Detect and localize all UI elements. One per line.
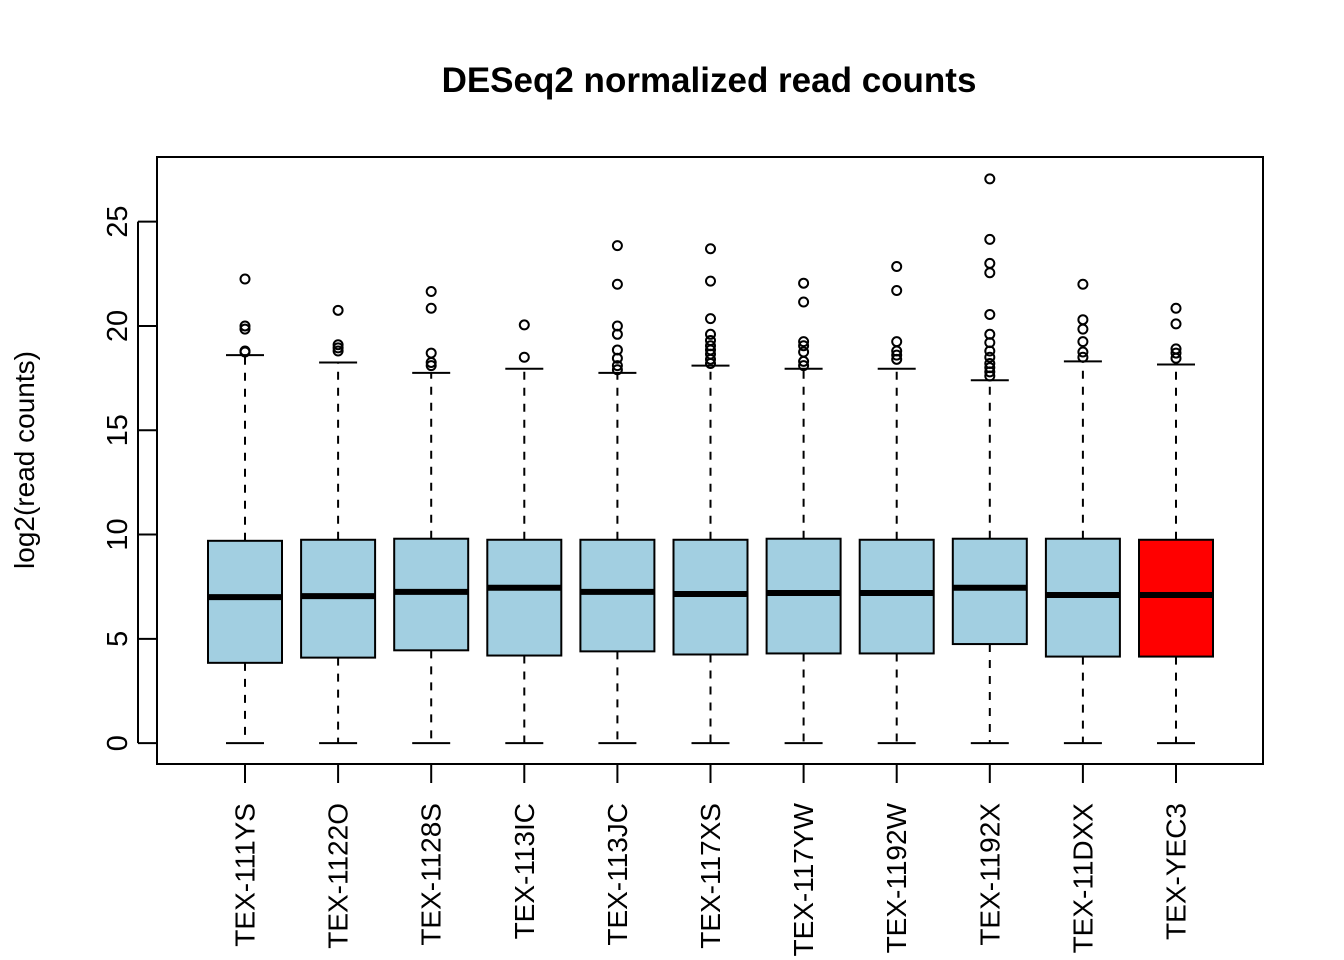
outlier-point	[705, 328, 716, 340]
outlier-point	[891, 336, 903, 348]
box-tex-113ic	[486, 319, 563, 745]
x-axis: TEX-111YS TEX-1122O TEX-1128S TEX-113IC TEX-…	[230, 763, 1192, 957]
outlier-point	[705, 335, 716, 347]
outlier-point	[984, 362, 996, 374]
outlier-point	[984, 267, 996, 279]
box-tex-1128s	[393, 286, 470, 745]
outlier-point	[611, 278, 623, 290]
outlier-point	[611, 320, 623, 332]
iqr-box	[672, 538, 749, 656]
outlier-point	[984, 308, 996, 320]
x-tick-label: TEX-11DXX	[1067, 803, 1098, 954]
outlier-point	[891, 349, 903, 361]
y-axis-label: log2(read counts)	[9, 351, 40, 569]
outlier-point	[1077, 336, 1089, 348]
outlier-point	[891, 284, 903, 296]
y-tick-label: 20	[102, 310, 134, 342]
outlier-point	[984, 351, 996, 363]
y-tick-label: 25	[102, 206, 134, 238]
x-tick-label: TEX-1192X	[974, 803, 1005, 946]
outlier-point	[1077, 346, 1089, 358]
x-tick-label: TEX-YEC3	[1161, 803, 1192, 940]
outlier-point	[984, 358, 996, 370]
outlier-point	[798, 360, 810, 372]
box-tex-yec3	[1138, 302, 1214, 745]
outlier-point	[332, 304, 344, 316]
outlier-point	[705, 275, 716, 287]
x-tick-label: TEX-1192W	[881, 802, 912, 953]
box-tex-117yw	[765, 277, 842, 745]
box-tex-1192x	[951, 173, 1028, 745]
x-tick-label: TEX-117XS	[695, 803, 726, 949]
outlier-point	[425, 286, 437, 298]
outlier-point	[239, 345, 251, 357]
y-axis: 0 5 10 15 20 25	[102, 206, 157, 751]
outlier-point	[1170, 347, 1182, 359]
y-tick-label: 5	[102, 631, 134, 647]
outlier-point	[798, 346, 810, 358]
outlier-point	[332, 339, 344, 351]
x-tick-label: TEX-111YS	[230, 803, 261, 947]
outlier-point	[798, 336, 810, 348]
outlier-point	[518, 351, 530, 363]
x-tick-label: TEX-1128S	[416, 803, 447, 946]
iqr-box	[765, 537, 842, 655]
outlier-point	[984, 233, 996, 245]
outlier-point	[1170, 318, 1182, 330]
outlier-point	[705, 340, 716, 352]
iqr-box	[951, 537, 1028, 646]
outlier-point	[239, 320, 251, 332]
outlier-point	[984, 257, 996, 269]
box-tex-111ys	[207, 273, 283, 745]
box-tex-1192w	[858, 261, 935, 745]
boxes-layer	[207, 173, 1214, 745]
outlier-point	[611, 360, 623, 372]
outlier-point	[798, 277, 810, 289]
outlier-point	[1170, 302, 1182, 314]
iqr-box	[579, 538, 656, 653]
y-tick-label: 0	[102, 735, 134, 751]
outlier-point	[984, 173, 996, 185]
outlier-point	[705, 313, 716, 325]
outlier-point	[611, 344, 623, 356]
x-tick-label: TEX-1122O	[323, 803, 354, 949]
y-tick-label: 15	[102, 414, 134, 446]
outlier-point	[1077, 278, 1089, 290]
box-tex-1122o	[300, 304, 377, 745]
outlier-point	[239, 273, 251, 285]
box-tex-11dxx	[1044, 278, 1121, 745]
outlier-point	[798, 340, 810, 352]
outlier-point	[518, 319, 530, 331]
iqr-box	[858, 538, 935, 655]
outlier-point	[705, 243, 716, 255]
outlier-point	[1077, 314, 1089, 326]
x-tick-label: TEX-113IC	[509, 803, 540, 939]
outlier-point	[1170, 343, 1182, 355]
chart-title: DESeq2 normalized read counts	[442, 61, 977, 100]
iqr-box	[486, 538, 563, 657]
x-tick-label: TEX-113JC	[602, 803, 633, 946]
outlier-point	[1077, 351, 1089, 363]
outlier-point	[425, 347, 437, 359]
iqr-box	[1138, 538, 1214, 658]
y-tick-label: 10	[102, 518, 134, 550]
outlier-point	[1077, 323, 1089, 335]
box-tex-117xs	[672, 243, 749, 745]
outlier-point	[798, 296, 810, 308]
box-tex-113jc	[579, 240, 656, 745]
outlier-point	[611, 364, 623, 376]
outlier-point	[611, 240, 623, 252]
outlier-point	[891, 261, 903, 273]
outlier-point	[425, 302, 437, 314]
iqr-box	[207, 539, 283, 664]
x-tick-label: TEX-117YW	[788, 802, 819, 956]
outlier-point	[984, 328, 996, 340]
